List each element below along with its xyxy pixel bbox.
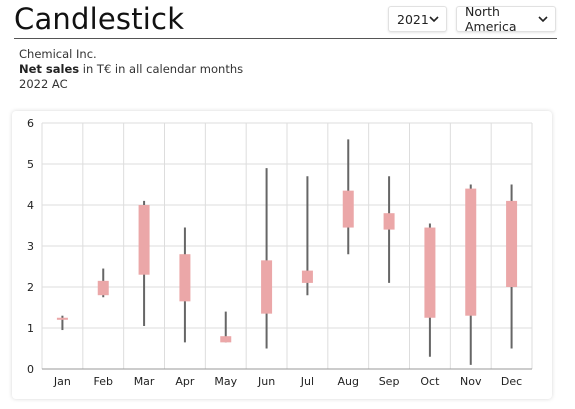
- subtitle-company: Chemical Inc.: [19, 47, 97, 61]
- y-tick-label: 3: [27, 240, 34, 253]
- candle-body: [383, 213, 395, 230]
- x-tick-label: Aug: [338, 375, 359, 388]
- subtitle-measure: Net sales in T€ in all calendar months: [19, 62, 243, 76]
- x-tick-label: Mar: [134, 375, 155, 388]
- candle-body: [506, 200, 518, 287]
- x-tick-label: Jan: [53, 375, 71, 388]
- page-title: Candlestick: [14, 2, 185, 36]
- candle-body: [261, 260, 273, 314]
- candle-body: [97, 280, 109, 296]
- region-select-value: North America: [465, 4, 517, 34]
- subtitle-scenario: 2022 AC: [19, 77, 68, 91]
- subtitle-measure-bold: Net sales: [19, 62, 80, 76]
- x-tick-label: Dec: [501, 375, 522, 388]
- year-select[interactable]: 2021: [388, 6, 447, 32]
- candle-body: [342, 190, 354, 228]
- subtitle-measure-rest: in T€ in all calendar months: [79, 62, 244, 76]
- x-tick-label: Jun: [257, 375, 275, 388]
- candle-body: [465, 188, 477, 316]
- y-tick-label: 4: [27, 199, 34, 212]
- chevron-down-icon: [538, 16, 548, 23]
- y-tick-label: 2: [27, 281, 34, 294]
- title-divider: [14, 38, 557, 39]
- candle-body: [56, 317, 68, 320]
- y-tick-label: 5: [27, 158, 34, 171]
- year-select-value: 2021: [397, 11, 429, 27]
- x-tick-label: May: [214, 375, 237, 388]
- x-tick-label: Oct: [420, 375, 440, 388]
- x-tick-label: Sep: [379, 375, 400, 388]
- candle-body: [301, 270, 313, 283]
- x-tick-label: Apr: [175, 375, 195, 388]
- candle-body: [179, 254, 191, 302]
- candle-body: [138, 205, 150, 275]
- y-tick-label: 0: [27, 363, 34, 376]
- x-tick-label: Nov: [460, 375, 482, 388]
- y-tick-label: 1: [27, 322, 34, 335]
- x-tick-label: Jul: [300, 375, 314, 388]
- chevron-down-icon: [429, 16, 439, 23]
- x-tick-label: Feb: [94, 375, 113, 388]
- candle-body: [220, 336, 232, 343]
- candle-body: [424, 227, 436, 318]
- candlestick-chart: 0 1 2 3 4 5 6 Jan Feb Mar Apr May Jun Jul Aug Sep Oct No…: [27, 117, 533, 388]
- region-select[interactable]: North America: [456, 4, 556, 34]
- y-tick-label: 6: [27, 117, 34, 130]
- chart-card: 0 1 2 3 4 5 6 Jan Feb Mar Apr May Jun Jul Aug Sep Oct No…: [12, 111, 552, 399]
